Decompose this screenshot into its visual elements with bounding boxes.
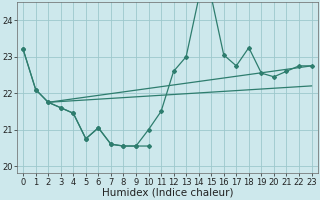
X-axis label: Humidex (Indice chaleur): Humidex (Indice chaleur) — [101, 188, 233, 198]
